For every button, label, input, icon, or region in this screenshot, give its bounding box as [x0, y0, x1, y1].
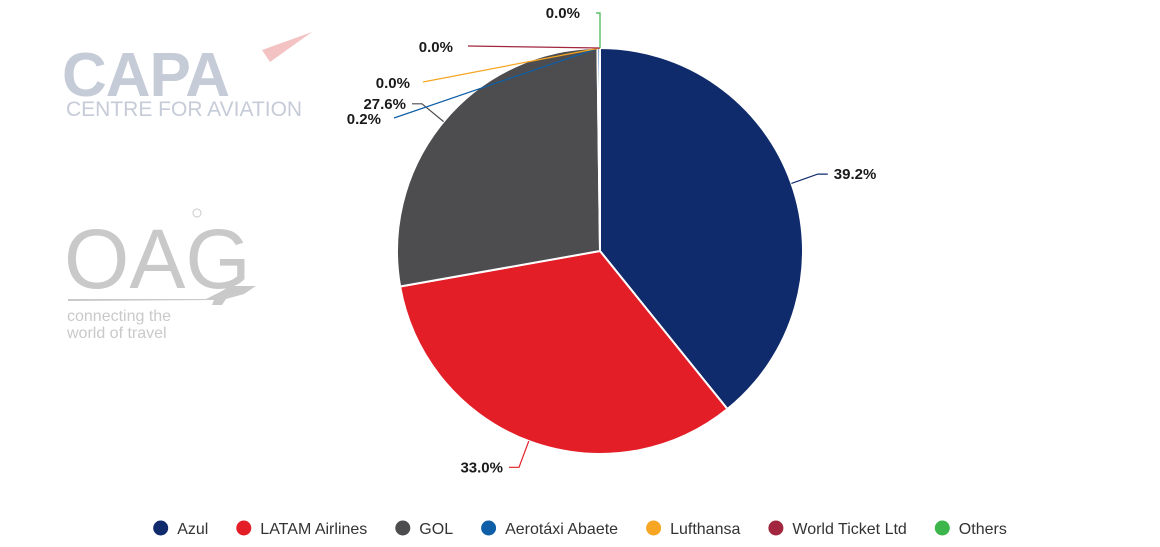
oag-logo-text: OAG [64, 212, 251, 306]
legend-label-lufthansa: Lufthansa [670, 521, 740, 538]
legend-item-gol[interactable]: GOL [395, 520, 453, 539]
legend-marker-others [934, 520, 950, 536]
legend-marker-world-ticket-ltd [768, 520, 784, 536]
capa-subtitle-text: CENTRE FOR AVIATION [66, 98, 302, 121]
data-label-aerot-xi-abaete: 0.2% [347, 111, 381, 128]
leader-line-others [596, 12, 601, 48]
legend-marker-lufthansa [646, 520, 662, 536]
legend-label-aerot-xi-abaete: Aerotáxi Abaete [505, 521, 618, 538]
data-label-others: 0.0% [546, 5, 580, 22]
leader-line-azul [791, 173, 828, 184]
airplane-icon [68, 286, 256, 305]
capa-watermark-logo: CAPA CENTRE FOR AVIATION [62, 32, 312, 121]
legend-marker-aerot-xi-abaete [481, 520, 497, 536]
legend-item-others[interactable]: Others [934, 520, 1007, 539]
legend-item-azul[interactable]: Azul [153, 520, 208, 539]
oag-tagline-line2: world of travel [66, 325, 167, 342]
legend-label-others: Others [959, 521, 1007, 538]
legend-label-azul: Azul [177, 521, 208, 538]
oag-watermark-logo: OAG connecting the world of travel [64, 208, 256, 342]
legend-item-world-ticket-ltd[interactable]: World Ticket Ltd [768, 520, 907, 539]
registered-mark-icon [192, 208, 202, 218]
capa-logo-text: CAPA [62, 41, 229, 110]
legend: Azul LATAM Airlines GOL Aerotáxi Abaete Luft… [153, 520, 1007, 539]
pie-slice-gol [395, 47, 601, 288]
legend-item-latam-airlines[interactable]: LATAM Airlines [236, 520, 367, 539]
leader-line-gol [412, 103, 444, 123]
legend-label-gol: GOL [419, 521, 453, 538]
legend-item-aerot-xi-abaete[interactable]: Aerotáxi Abaete [481, 520, 618, 539]
data-label-world-ticket-ltd: 0.0% [419, 39, 453, 56]
oag-tagline-line1: connecting the [67, 308, 171, 325]
leader-line-aerot-xi-abaete [393, 47, 599, 119]
legend-marker-latam-airlines [236, 520, 252, 536]
pie-slices [395, 47, 804, 455]
leader-line-lufthansa [422, 47, 601, 83]
data-labels: 39.2% 33.0% 27.6%0.2% 0.0% 0.0% 0.0% [347, 5, 877, 476]
leader-line-world-ticket-ltd [467, 45, 601, 49]
legend-label-latam-airlines: LATAM Airlines [260, 521, 367, 538]
data-label-latam-airlines: 33.0% [460, 459, 503, 476]
legend-marker-gol [395, 520, 411, 536]
data-label-lufthansa: 0.0% [376, 75, 410, 92]
legend-marker-azul [153, 520, 169, 536]
pie-slice-azul [599, 47, 804, 411]
leader-lines [393, 12, 828, 468]
legend-label-world-ticket-ltd: World Ticket Ltd [792, 521, 906, 538]
capa-swoosh-icon [262, 32, 312, 62]
data-label-azul: 39.2% [834, 166, 877, 183]
data-label-gol: 27.6% [363, 96, 406, 113]
leader-line-latam-airlines [509, 440, 530, 468]
legend-item-lufthansa[interactable]: Lufthansa [646, 520, 740, 539]
